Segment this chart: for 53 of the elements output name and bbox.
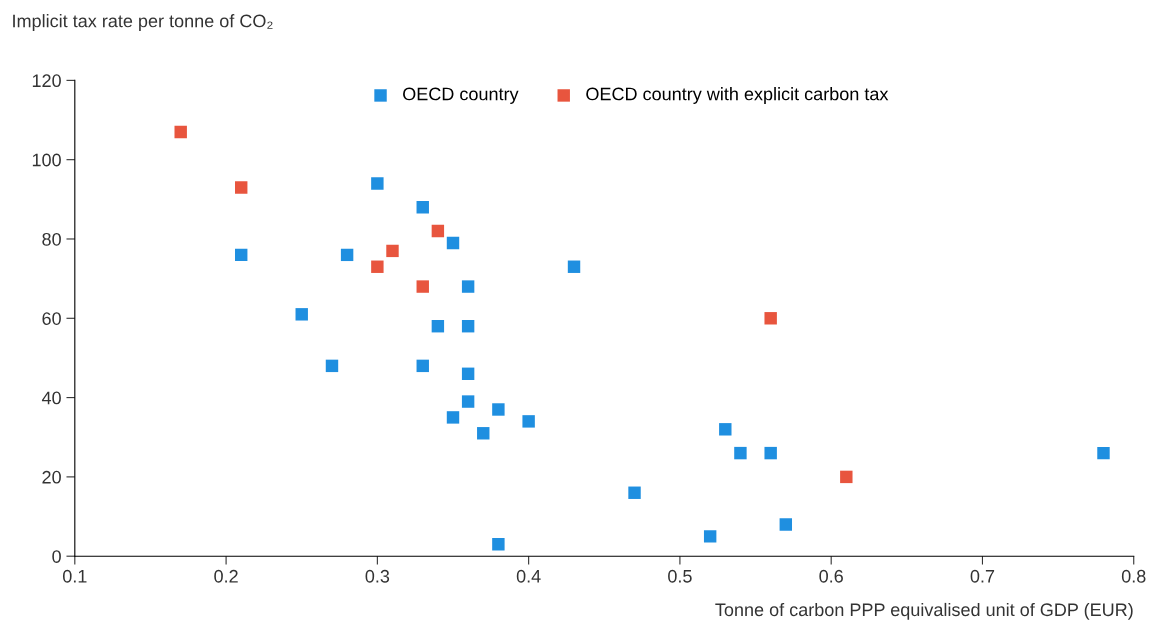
y-tick-label: 40 bbox=[41, 391, 61, 405]
x-tick-label: 0.7 bbox=[970, 569, 995, 583]
point bbox=[340, 248, 354, 262]
point bbox=[492, 538, 505, 551]
point bbox=[719, 423, 732, 436]
point bbox=[235, 181, 248, 194]
point bbox=[446, 411, 460, 424]
point bbox=[522, 415, 535, 428]
point bbox=[416, 359, 429, 373]
point bbox=[779, 518, 793, 531]
x-tick-label: 0.3 bbox=[365, 569, 390, 583]
point bbox=[628, 486, 641, 499]
point bbox=[371, 177, 384, 190]
point bbox=[416, 280, 429, 293]
point bbox=[734, 446, 747, 460]
y-tick-label: 60 bbox=[42, 312, 61, 326]
point bbox=[477, 427, 490, 440]
point bbox=[764, 312, 777, 325]
y-tick-label: 100 bbox=[32, 153, 61, 167]
point bbox=[703, 530, 717, 543]
x-tick-label: 0.4 bbox=[516, 569, 541, 583]
point bbox=[461, 367, 475, 381]
point bbox=[461, 320, 475, 333]
point bbox=[386, 244, 399, 258]
point bbox=[431, 320, 445, 333]
x-tick-label: 0.5 bbox=[668, 569, 692, 583]
point bbox=[371, 260, 384, 273]
point bbox=[325, 359, 339, 373]
y-axis-title: Implicit tax rate per tonne of CO₂ bbox=[13, 14, 273, 31]
point bbox=[461, 280, 475, 293]
point bbox=[431, 224, 445, 238]
point bbox=[295, 308, 308, 321]
point bbox=[567, 260, 581, 273]
x-tick-label: 0.6 bbox=[819, 569, 843, 583]
point bbox=[461, 395, 475, 408]
point bbox=[764, 446, 777, 460]
legend-label: OECD country with explicit carbon tax bbox=[586, 87, 889, 104]
y-tick-label: 20 bbox=[42, 470, 61, 484]
x-axis-title: Tonne of carbon PPP equivalised unit of GDP (EUR) bbox=[715, 602, 1133, 620]
x-tick-label: 0.1 bbox=[62, 569, 87, 583]
point bbox=[446, 236, 460, 250]
y-tick-label: 120 bbox=[32, 74, 61, 88]
y-tick-label: 0 bbox=[52, 550, 61, 563]
point bbox=[492, 403, 505, 416]
point bbox=[235, 248, 248, 262]
x-tick-label: 0.2 bbox=[214, 569, 238, 583]
point bbox=[1097, 446, 1110, 460]
x-tick-label: 0.8 bbox=[1121, 569, 1146, 583]
legend-label: OECD country bbox=[403, 87, 519, 104]
point bbox=[840, 470, 853, 484]
point bbox=[416, 201, 429, 214]
y-tick-label: 80 bbox=[42, 232, 61, 246]
point bbox=[174, 125, 187, 139]
